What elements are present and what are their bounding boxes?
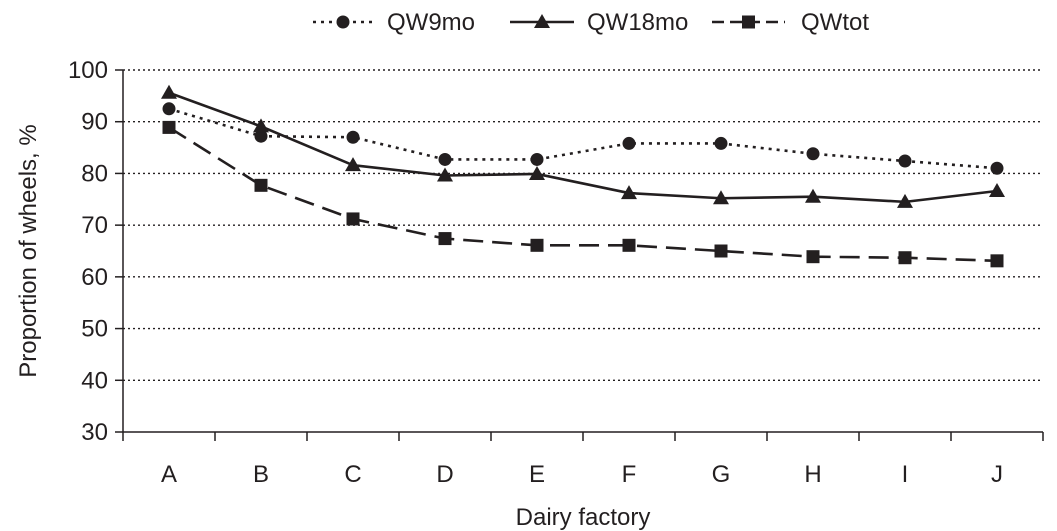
data-point-qw9mo-e [530,152,544,166]
legend-label-qwtot: QWtot [801,9,869,36]
data-point-qw18mo-e [529,165,545,180]
data-point-qw9mo-c [346,130,360,144]
data-point-qw18mo-h [805,188,821,203]
series-layer [161,84,1005,268]
data-point-qwtot-f [622,238,636,252]
legend-marker-qw9mo [336,15,350,29]
x-tick-label-b: B [253,461,269,488]
legend-marker-qw18mo [534,14,550,28]
x-tick-label-h: H [804,461,821,488]
x-ticks: A B C D E F G H I J [122,432,1044,488]
y-tick-label-50: 50 [81,316,108,343]
data-point-qwtot-i [898,251,912,265]
data-point-qwtot-b [254,178,268,192]
gridlines [123,69,1043,381]
x-tick-label-c: C [344,461,361,488]
data-point-qw9mo-b [254,129,268,143]
y-tick-label-100: 100 [68,57,108,84]
data-point-qw18mo-j [989,183,1005,198]
data-point-qw18mo-b [253,118,269,133]
series-qw9mo [162,102,1004,175]
x-tick-label-a: A [161,461,177,488]
data-point-qwtot-h [806,250,820,264]
data-point-qw9mo-g [714,136,728,150]
legend-item-qw18mo: QW18mo [510,9,688,36]
legend-marker-qwtot [742,15,755,29]
series-qwtot [162,120,1004,268]
data-point-qwtot-e [530,238,544,252]
series-line-qw9mo [168,107,998,170]
y-axis-title: Proportion of wheels, % [15,124,42,377]
data-point-qwtot-d [438,232,452,246]
y-tick-label-30: 30 [81,419,108,446]
data-point-qw18mo-a [161,84,177,99]
x-tick-label-f: F [622,461,637,488]
x-tick-label-g: G [712,461,731,488]
data-point-qwtot-a [162,120,176,134]
y-tick-label-60: 60 [81,264,108,291]
data-point-qw18mo-c [345,157,361,172]
data-point-qw9mo-j [990,161,1004,175]
x-tick-label-d: D [436,461,453,488]
series-qw18mo [161,84,1005,208]
data-point-qw18mo-i [897,193,913,208]
y-tick-label-70: 70 [81,212,108,239]
x-tick-label-j: J [991,461,1003,488]
data-point-qw9mo-a [162,102,176,116]
x-tick-label-e: E [529,461,545,488]
y-tick-label-90: 90 [81,109,108,136]
data-point-qwtot-g [714,244,728,258]
legend-item-qw9mo: QW9mo [313,9,475,36]
legend: QW9mo QW18mo QWtot [313,9,869,36]
x-tick-label-i: I [902,461,909,488]
data-point-qwtot-c [346,212,360,226]
y-tick-label-40: 40 [81,367,108,394]
data-point-qw18mo-d [437,167,453,182]
y-tick-label-80: 80 [81,160,108,187]
y-ticks: 30 40 50 60 70 80 90 100 [68,57,123,446]
x-axis-title: Dairy factory [516,504,651,531]
data-point-qw9mo-i [898,154,912,168]
series-line-qwtot [168,126,998,263]
data-point-qw9mo-d [438,152,452,166]
legend-item-qwtot: QWtot [712,9,869,36]
data-point-qw18mo-g [713,190,729,205]
data-point-qw9mo-h [806,147,820,161]
legend-label-qw18mo: QW18mo [587,9,688,36]
legend-label-qw9mo: QW9mo [387,9,475,36]
data-point-qw18mo-f [621,185,637,200]
data-point-qw9mo-f [622,136,636,150]
data-point-qwtot-j [990,254,1004,268]
series-line-qw18mo [168,91,998,204]
